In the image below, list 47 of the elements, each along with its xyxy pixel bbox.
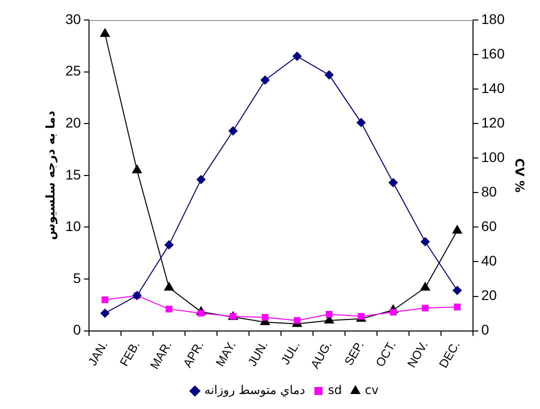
y-tick-label: 15 [65, 166, 82, 182]
point [324, 70, 334, 80]
point [102, 296, 108, 304]
y2-tick-label: 100 [481, 149, 505, 165]
point [100, 28, 110, 37]
point [356, 118, 366, 128]
point [166, 306, 172, 312]
y2-tick-label: 60 [481, 218, 498, 234]
point [454, 304, 461, 310]
y-tick-label: 10 [65, 218, 82, 234]
point [132, 164, 142, 174]
point [262, 314, 268, 321]
y-tick-label: 5 [73, 270, 82, 286]
legend-label: sd [328, 383, 342, 398]
point [164, 240, 174, 250]
point [164, 282, 174, 291]
y-tick-label: 0 [73, 322, 82, 338]
y2-tick-label: 120 [481, 114, 505, 130]
y-axis-title: دما به درجه سلسیوس [43, 110, 58, 240]
legend-label: cv [364, 383, 379, 398]
point [294, 317, 300, 324]
x-tick-label: JUL. [278, 338, 303, 367]
legend-label: دماي متوسط روزانه [204, 383, 306, 398]
y2-tick-label: 80 [481, 184, 498, 200]
point [196, 175, 206, 184]
y2-tick-label: 0 [481, 322, 490, 338]
point [420, 282, 430, 291]
point [292, 52, 302, 61]
y-tick-label: 30 [65, 10, 82, 27]
y2-tick-label: 160 [481, 45, 505, 62]
y-tick-label: 20 [65, 114, 82, 130]
point [388, 178, 398, 188]
point [326, 310, 332, 318]
point [452, 225, 462, 234]
point [228, 126, 238, 136]
y2-tick-label: 180 [481, 10, 505, 27]
y2-axis-title: CV % [512, 158, 527, 193]
y2-tick-label: 140 [481, 80, 505, 96]
point [420, 237, 430, 246]
point [422, 304, 429, 312]
y2-tick-label: 20 [481, 287, 498, 304]
y-tick-label: 25 [65, 62, 82, 79]
point [260, 76, 270, 85]
point [452, 286, 462, 295]
point [100, 308, 110, 318]
point [390, 308, 397, 316]
y2-tick-label: 40 [481, 252, 498, 269]
